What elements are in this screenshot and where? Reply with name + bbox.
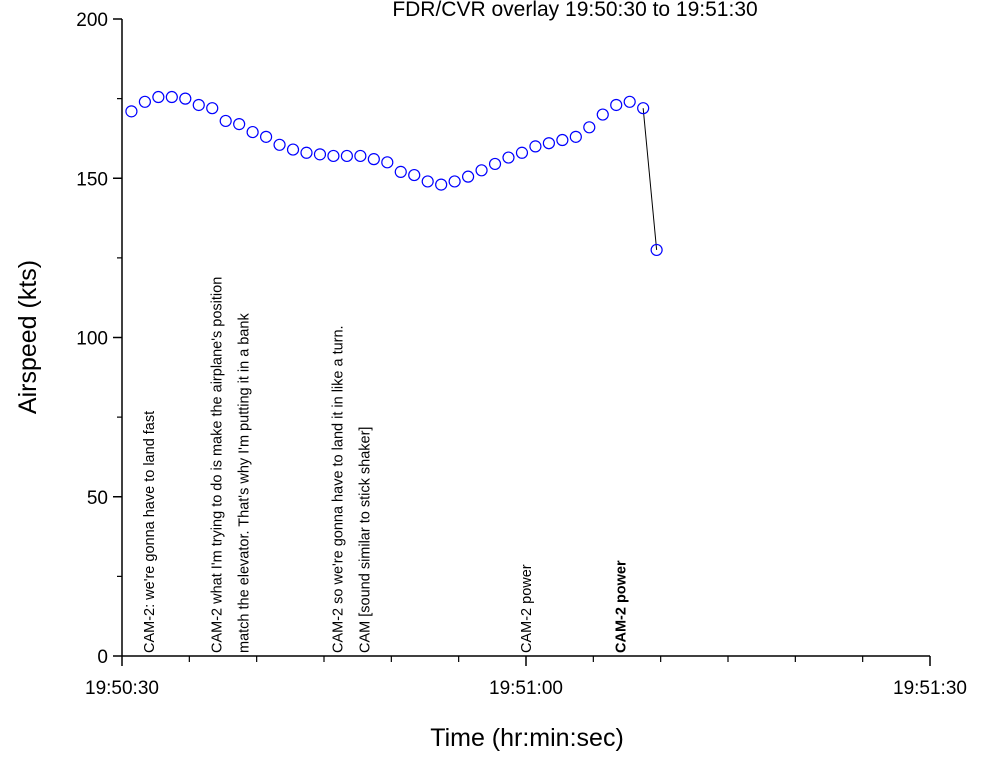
data-point — [461, 170, 475, 183]
data-point — [246, 125, 259, 139]
data-point — [650, 243, 663, 257]
data-point — [179, 92, 192, 105]
data-point — [583, 121, 596, 134]
connector-line — [642, 108, 658, 250]
data-point — [354, 149, 367, 163]
chart-title: FDR/CVR overlay 19:50:30 to 19:51:30 — [392, 0, 757, 21]
x-tick-label: 19:51:00 — [489, 678, 563, 699]
data-point — [233, 118, 246, 131]
data-point — [300, 146, 313, 159]
data-point — [206, 102, 219, 115]
data-point — [421, 175, 434, 188]
x-tick-label: 19:51:30 — [893, 678, 967, 699]
data-point — [327, 149, 340, 163]
data-point — [556, 133, 569, 147]
data-point — [125, 105, 138, 118]
annotation: CAM-2 what I'm trying to do is make the … — [209, 277, 225, 653]
data-point — [381, 156, 394, 169]
data-point — [367, 153, 380, 166]
data-point — [542, 137, 555, 150]
data-point — [340, 149, 353, 163]
data-point — [408, 168, 421, 182]
data-point — [610, 98, 623, 112]
data-point — [219, 114, 232, 128]
data-point — [488, 157, 502, 171]
annotation: CAM [sound similar to stick shaker] — [357, 427, 373, 653]
data-point — [138, 95, 151, 108]
y-tick-label: 0 — [97, 647, 108, 668]
x-axis-title: Time (hr:min:sec) — [430, 724, 624, 752]
data-point — [515, 146, 529, 159]
annotation: CAM-2 power — [519, 564, 535, 653]
data-point — [273, 138, 286, 151]
data-point — [152, 90, 165, 104]
y-tick-label: 200 — [76, 10, 108, 31]
data-point — [596, 108, 609, 121]
data-point — [475, 164, 488, 177]
y-tick-label: 100 — [76, 329, 108, 350]
annotation: match the elevator. That's why I'm putti… — [236, 312, 252, 653]
data-point — [165, 90, 178, 104]
data-point — [192, 98, 205, 112]
annotation: CAM-2: we're gonna have to land fast — [142, 411, 158, 653]
data-point — [637, 102, 650, 115]
y-axis-title: Airspeed (kts) — [14, 260, 42, 414]
data-point — [313, 148, 327, 161]
data-point — [502, 151, 515, 164]
data-point — [569, 130, 582, 143]
data-point — [259, 130, 273, 143]
annotation: CAM-2 so we're gonna have to land it in … — [330, 325, 346, 653]
data-point — [435, 178, 448, 191]
data-point — [623, 95, 636, 108]
y-tick-label: 50 — [87, 488, 108, 509]
x-tick-label: 19:50:30 — [85, 678, 159, 699]
data-point — [394, 165, 407, 178]
data-point — [529, 140, 542, 153]
data-point — [286, 143, 300, 156]
data-point — [448, 175, 461, 188]
annotation: CAM-2 power — [613, 560, 629, 653]
y-tick-label: 150 — [76, 169, 108, 190]
